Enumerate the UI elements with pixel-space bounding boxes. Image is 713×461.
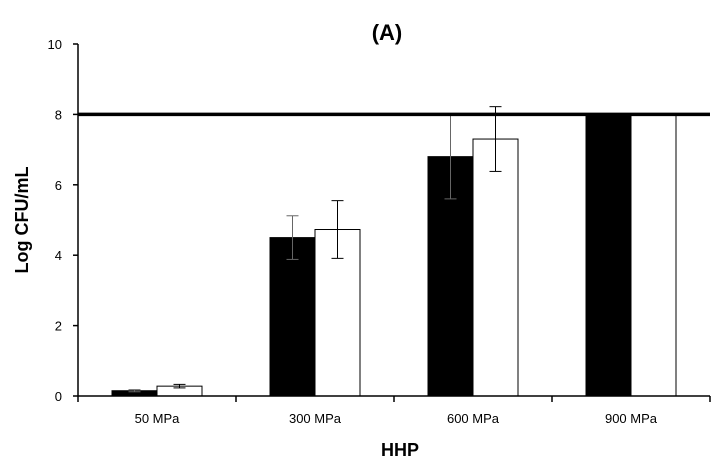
error-bar-series2-1 bbox=[331, 200, 344, 259]
error-bar-series2-0 bbox=[173, 383, 186, 389]
bar-series1-3 bbox=[585, 113, 632, 397]
y-tick-label: 10 bbox=[48, 37, 62, 52]
error-bar-series1-1 bbox=[286, 215, 299, 260]
bar-series2-3 bbox=[630, 113, 677, 397]
bar-series1-1 bbox=[269, 237, 316, 397]
y-tick-label: 4 bbox=[55, 248, 62, 263]
error-bar-series1-0 bbox=[128, 389, 141, 393]
chart-title: (A) bbox=[372, 20, 403, 45]
x-axis-label: HHP bbox=[381, 440, 419, 460]
y-tick-label: 2 bbox=[55, 319, 62, 334]
y-tick-label: 8 bbox=[55, 107, 62, 122]
x-tick-label: 50 MPa bbox=[135, 411, 181, 426]
x-tick-label: 300 MPa bbox=[289, 411, 342, 426]
y-axis-label: Log CFU/mL bbox=[12, 167, 32, 274]
y-tick-label: 6 bbox=[55, 178, 62, 193]
x-tick-label: 600 MPa bbox=[447, 411, 500, 426]
error-bars-layer bbox=[128, 106, 502, 393]
y-ticks: 0 2 4 6 8 10 bbox=[48, 37, 78, 404]
x-ticks: 50 MPa 300 MPa 600 MPa 900 MPa bbox=[77, 396, 711, 426]
y-tick-label: 0 bbox=[55, 389, 62, 404]
bar-series2-2 bbox=[472, 138, 519, 397]
bars-layer bbox=[111, 113, 677, 397]
x-tick-label: 900 MPa bbox=[605, 411, 658, 426]
error-bar-series2-2 bbox=[489, 106, 502, 172]
